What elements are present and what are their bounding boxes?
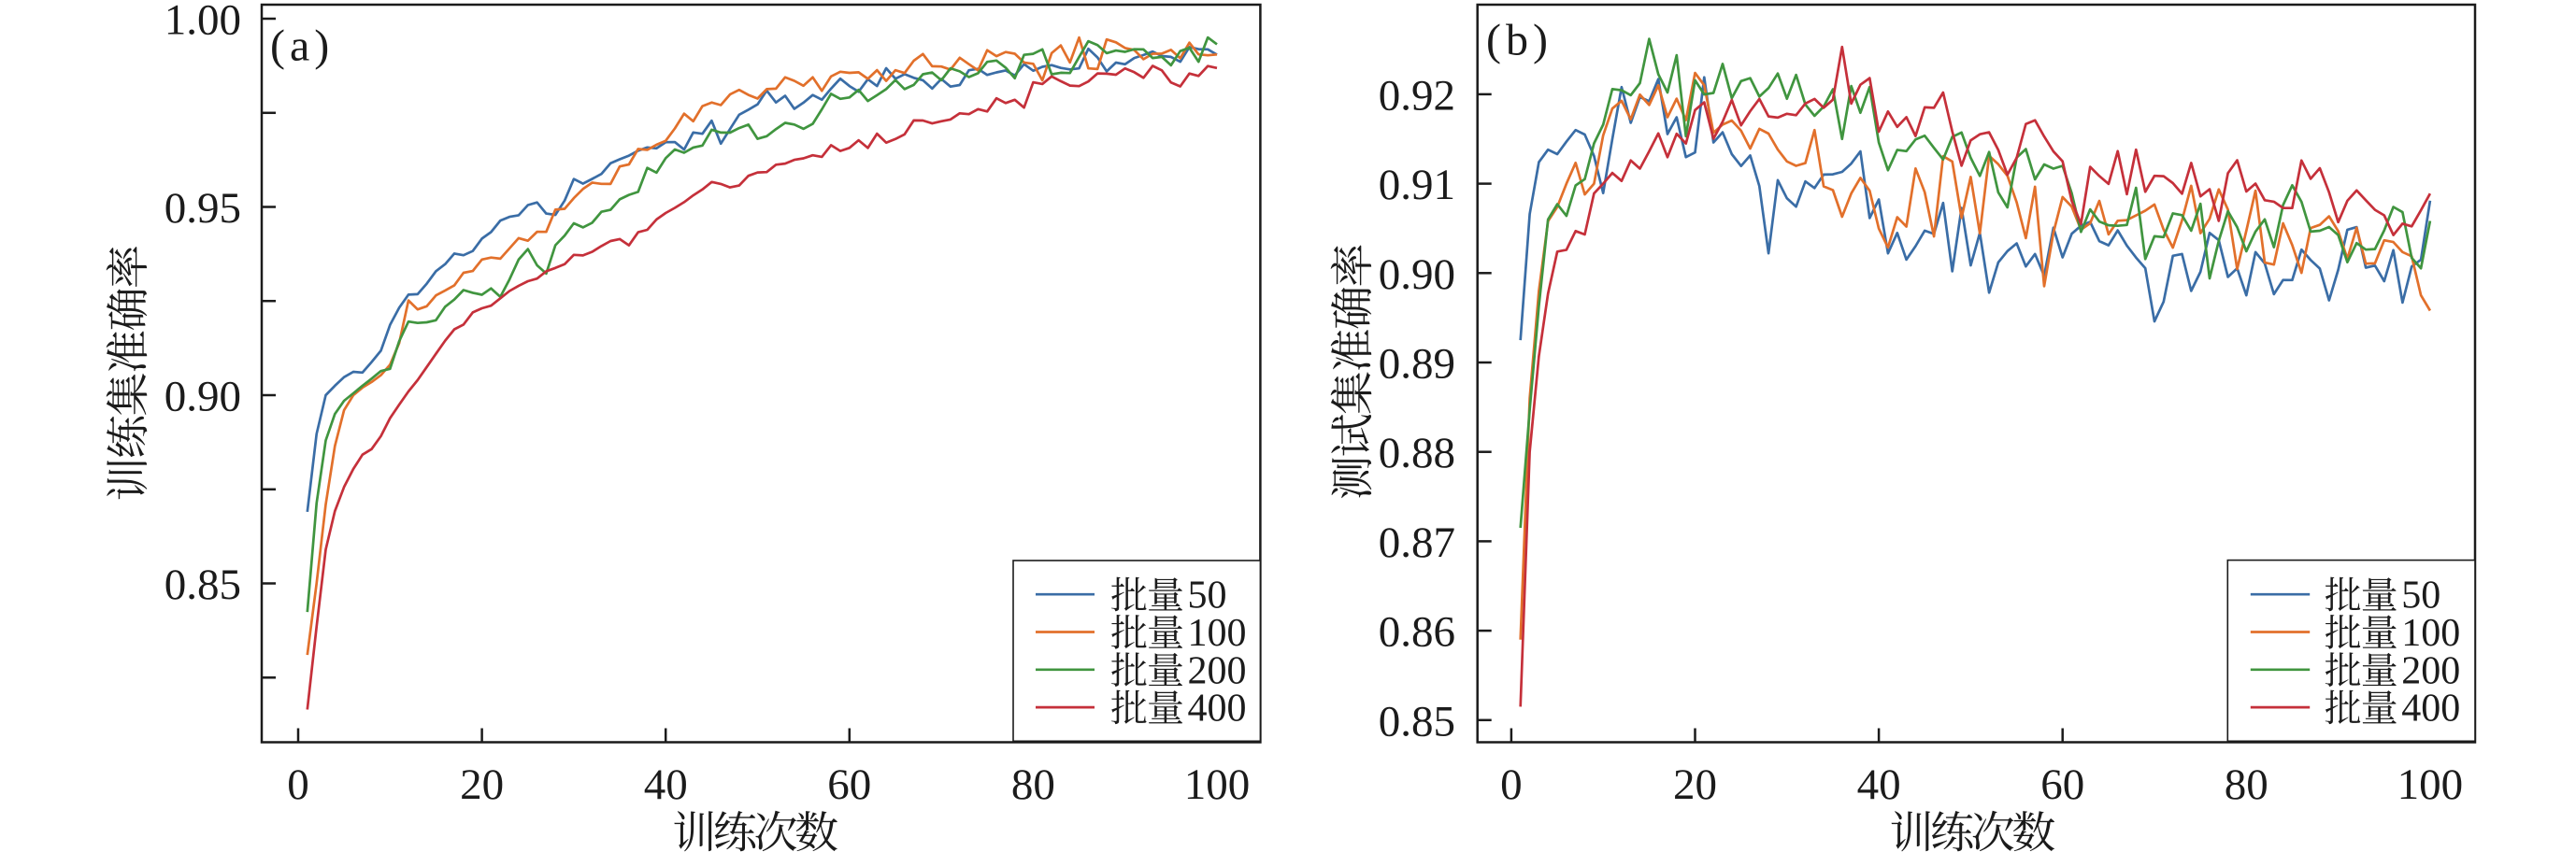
svg-text:60: 60 bbox=[2040, 760, 2084, 809]
svg-text:400: 400 bbox=[2401, 688, 2460, 731]
svg-text:0.92: 0.92 bbox=[1379, 71, 1455, 120]
svg-text:1.00: 1.00 bbox=[165, 0, 241, 45]
svg-text:200: 200 bbox=[1188, 649, 1247, 692]
svg-text:100: 100 bbox=[1188, 612, 1247, 655]
svg-text:100: 100 bbox=[1184, 760, 1251, 809]
svg-text:(a): (a) bbox=[270, 21, 334, 71]
svg-text:0.95: 0.95 bbox=[165, 184, 241, 233]
svg-text:80: 80 bbox=[1011, 760, 1055, 809]
svg-text:0: 0 bbox=[1500, 760, 1523, 809]
svg-text:80: 80 bbox=[2225, 760, 2268, 809]
svg-text:40: 40 bbox=[1857, 760, 1901, 809]
svg-text:0.87: 0.87 bbox=[1379, 518, 1455, 567]
svg-text:20: 20 bbox=[460, 760, 504, 809]
svg-text:40: 40 bbox=[644, 760, 688, 809]
svg-text:20: 20 bbox=[1673, 760, 1717, 809]
svg-text:0.90: 0.90 bbox=[1379, 250, 1455, 299]
svg-text:50: 50 bbox=[2401, 575, 2440, 618]
svg-text:0.91: 0.91 bbox=[1379, 161, 1455, 209]
svg-text:0.88: 0.88 bbox=[1379, 429, 1455, 477]
svg-text:200: 200 bbox=[2401, 649, 2460, 692]
svg-text:0.85: 0.85 bbox=[1379, 697, 1455, 746]
svg-text:50: 50 bbox=[1188, 575, 1227, 618]
svg-text:(b): (b) bbox=[1486, 16, 1553, 65]
svg-text:0: 0 bbox=[287, 760, 309, 809]
svg-text:0.89: 0.89 bbox=[1379, 340, 1455, 389]
svg-text:100: 100 bbox=[2397, 760, 2464, 809]
svg-text:100: 100 bbox=[2401, 612, 2460, 655]
svg-text:0.90: 0.90 bbox=[165, 373, 241, 421]
svg-text:60: 60 bbox=[827, 760, 871, 809]
svg-text:400: 400 bbox=[1188, 688, 1247, 731]
svg-text:0.86: 0.86 bbox=[1379, 608, 1455, 657]
svg-text:0.85: 0.85 bbox=[165, 561, 241, 609]
